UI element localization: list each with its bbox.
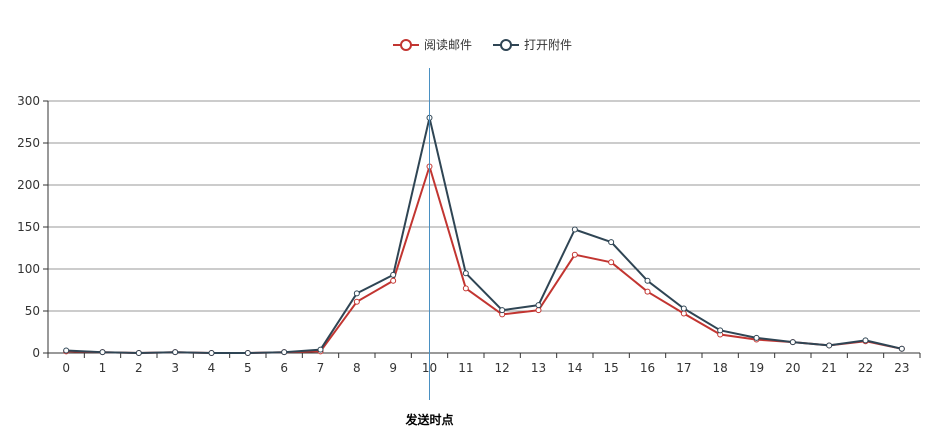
- data-point: [390, 271, 397, 278]
- x-tick-label: 4: [208, 361, 216, 375]
- y-tick-label: 50: [25, 304, 40, 318]
- legend-marker-icon: [400, 39, 412, 51]
- x-tick-label: 23: [894, 361, 909, 375]
- x-tick-label: 3: [171, 361, 179, 375]
- data-point: [535, 302, 542, 309]
- x-tick-label: 20: [785, 361, 800, 375]
- data-point: [862, 337, 869, 344]
- data-point: [63, 347, 70, 354]
- y-tick-label: 250: [17, 136, 40, 150]
- send-time-marker: 发送时点: [404, 68, 454, 427]
- marker-label: 发送时点: [404, 412, 453, 427]
- data-point: [499, 307, 506, 314]
- x-tick-label: 13: [531, 361, 546, 375]
- data-point: [172, 349, 179, 356]
- data-point: [135, 350, 142, 356]
- data-point: [826, 342, 833, 349]
- data-point: [353, 290, 360, 297]
- data-point: [208, 350, 215, 356]
- x-tick-label: 9: [389, 361, 397, 375]
- data-point: [317, 346, 324, 353]
- series-line: [66, 116, 903, 354]
- y-tick-label: 150: [17, 220, 40, 234]
- data-point: [898, 345, 905, 352]
- data-point: [680, 305, 687, 312]
- data-point: [462, 285, 469, 292]
- x-tick-label: 15: [604, 361, 619, 375]
- grid-lines: [48, 100, 920, 312]
- data-point: [680, 310, 687, 317]
- data-point: [281, 349, 288, 356]
- x-tick-label: 7: [317, 361, 325, 375]
- x-tick-label: 14: [567, 361, 582, 375]
- data-point: [462, 270, 469, 277]
- series-line: [66, 165, 903, 354]
- series-1: [63, 114, 905, 356]
- data-point: [753, 334, 760, 341]
- series-lines: [63, 114, 905, 356]
- data-point: [644, 288, 651, 295]
- y-tick-label: 300: [17, 94, 40, 108]
- legend-label: 阅读邮件: [424, 38, 472, 52]
- series-0: [63, 163, 905, 356]
- data-point: [353, 298, 360, 305]
- data-point: [571, 251, 578, 258]
- legend[interactable]: 阅读邮件 打开附件: [393, 38, 572, 52]
- data-point: [789, 339, 796, 346]
- data-point: [99, 349, 106, 356]
- data-point: [390, 277, 397, 284]
- data-point: [644, 277, 651, 284]
- y-tick-label: 100: [17, 262, 40, 276]
- x-tick-label: 8: [353, 361, 361, 375]
- x-tick-label: 2: [135, 361, 143, 375]
- data-point: [608, 259, 615, 266]
- y-tick-label: 0: [32, 346, 40, 360]
- x-tick-label: 12: [495, 361, 510, 375]
- x-tick-label: 11: [458, 361, 473, 375]
- x-axis: 0 1 2 3 4 5 6 7 8 9 10 11 12 13 14 15 16 17 18 19 20 21 22 23: [47, 352, 921, 375]
- data-point: [571, 226, 578, 233]
- legend-label: 打开附件: [524, 38, 572, 52]
- x-tick-label: 17: [676, 361, 691, 375]
- x-tick-label: 1: [99, 361, 107, 375]
- legend-item-1[interactable]: 打开附件: [493, 38, 572, 52]
- data-point: [244, 350, 251, 356]
- x-tick-label: 6: [280, 361, 288, 375]
- x-tick-label: 18: [713, 361, 728, 375]
- y-tick-label: 200: [17, 178, 40, 192]
- x-tick-label: 21: [822, 361, 837, 375]
- y-axis: 0 50 100 150 200 250 300: [17, 94, 49, 360]
- x-tick-label: 19: [749, 361, 764, 375]
- data-point: [717, 327, 724, 334]
- data-point: [535, 307, 542, 314]
- x-tick-label: 0: [62, 361, 70, 375]
- legend-item-0[interactable]: 阅读邮件: [393, 38, 472, 52]
- x-tick-label: 5: [244, 361, 252, 375]
- x-tick-label: 22: [858, 361, 873, 375]
- legend-marker-icon: [500, 39, 512, 51]
- x-tick-label: 16: [640, 361, 655, 375]
- data-point: [608, 239, 615, 246]
